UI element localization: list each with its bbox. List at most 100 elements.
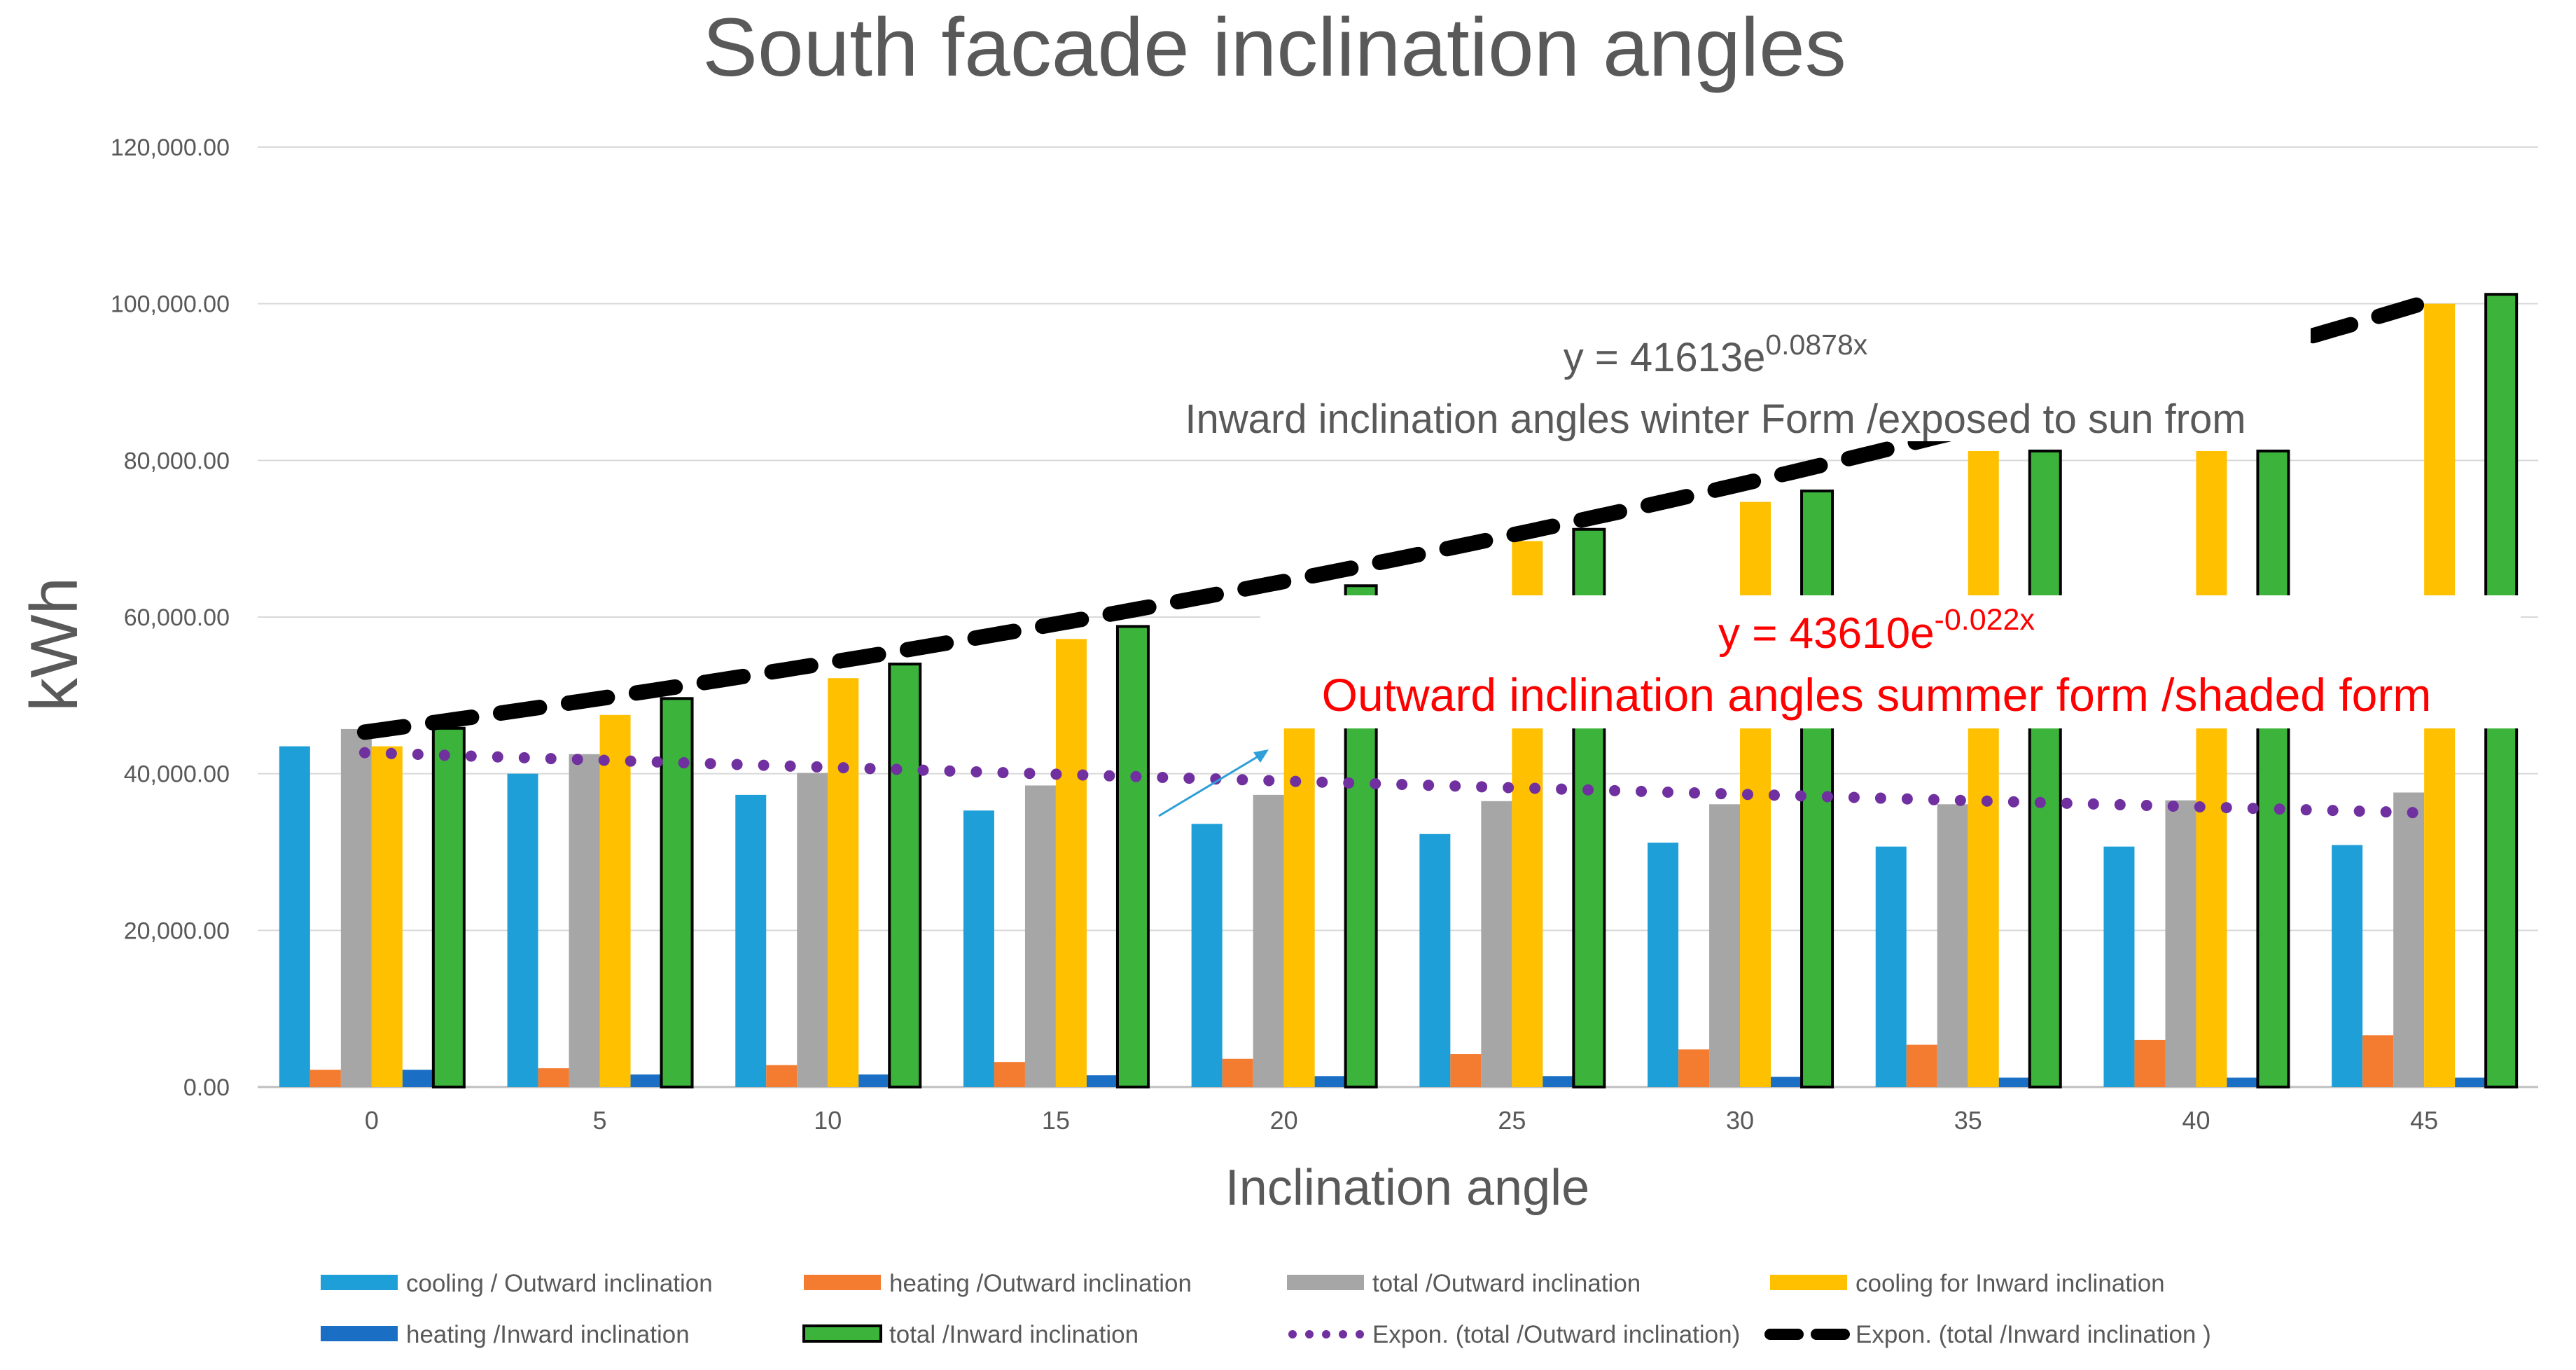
- y-tick-label: 0.00: [183, 1074, 230, 1101]
- annotations-layer: y = 41613e0.0878x Inward inclination angl…: [1120, 319, 2521, 817]
- x-tick-label: 10: [814, 1106, 842, 1135]
- bar: [1024, 785, 1056, 1087]
- bar: [279, 746, 310, 1087]
- bar: [2455, 1077, 2486, 1087]
- bar: [1419, 833, 1451, 1087]
- bar: [2393, 792, 2425, 1087]
- y-tick-label: 80,000.00: [124, 448, 230, 474]
- bar: [599, 714, 631, 1087]
- annotation-background: [1120, 319, 2311, 441]
- annotation-arrowhead: [1253, 749, 1269, 763]
- bar: [1314, 1076, 1346, 1087]
- legend-label: cooling for Inward inclination: [1856, 1270, 2165, 1297]
- bar: [963, 810, 994, 1087]
- legend-swatch: [321, 1326, 398, 1341]
- legend-swatch: [802, 1324, 882, 1343]
- x-tick-label: 25: [1498, 1106, 1526, 1135]
- legend-label: total /Inward inclination: [889, 1321, 1139, 1348]
- bar: [660, 697, 694, 1088]
- bar: [2196, 450, 2227, 1087]
- bar: [2227, 1077, 2258, 1087]
- bar: [371, 746, 403, 1087]
- bar: [2332, 845, 2363, 1087]
- x-tick-label: 30: [1726, 1106, 1754, 1135]
- x-tick-label: 15: [1042, 1106, 1070, 1135]
- bar: [735, 794, 767, 1087]
- inward-equation: y = 41613e0.0878x: [1564, 328, 1868, 380]
- outward-description: Outward inclination angles summer form /…: [1322, 669, 2432, 721]
- legend-label: heating /Inward inclination: [406, 1321, 690, 1348]
- bar: [1086, 1075, 1118, 1087]
- bar: [1222, 1058, 1253, 1087]
- legend: cooling / Outward inclination heating /Ou…: [321, 1270, 2211, 1348]
- bar: [1678, 1049, 1710, 1087]
- bar: [402, 1070, 433, 1087]
- bar: [797, 773, 828, 1087]
- bar: [1800, 489, 1834, 1088]
- bar: [994, 1062, 1025, 1087]
- y-tick-label: 100,000.00: [111, 291, 230, 318]
- legend-swatch: [321, 1275, 398, 1290]
- legend-swatch: [804, 1275, 881, 1290]
- legend-label: Expon. (total /Outward inclination): [1372, 1321, 1740, 1348]
- bar: [309, 1070, 341, 1087]
- x-tick-label: 5: [593, 1106, 607, 1135]
- y-tick-label: 20,000.00: [124, 918, 230, 944]
- x-tick-label: 20: [1270, 1106, 1298, 1135]
- annotation-arrow: [1158, 752, 1265, 817]
- bar: [1191, 824, 1223, 1087]
- y-tick-label: 60,000.00: [124, 604, 230, 631]
- bar: [828, 678, 859, 1087]
- bar: [538, 1068, 569, 1087]
- bar: [1937, 804, 1968, 1087]
- bar: [1055, 639, 1087, 1087]
- bar: [630, 1074, 662, 1087]
- annotation-background: [1260, 595, 2521, 728]
- y-tick-label: 40,000.00: [124, 761, 230, 788]
- bar: [2362, 1035, 2394, 1087]
- bar: [888, 663, 922, 1088]
- bar: [1450, 1054, 1482, 1087]
- bar: [1998, 1077, 2030, 1087]
- bar: [2134, 1039, 2166, 1087]
- bar: [507, 773, 538, 1087]
- bar: [2103, 846, 2135, 1087]
- bar: [2028, 449, 2062, 1088]
- x-tick-label: 40: [2182, 1106, 2210, 1135]
- bar: [569, 754, 600, 1087]
- x-tick-labels: 0 5 10 15 20 25 30 35 40 45: [365, 1106, 2438, 1135]
- bar: [1253, 794, 1284, 1087]
- bars-layer: [279, 293, 2519, 1088]
- legend-label: total /Outward inclination: [1372, 1270, 1641, 1297]
- bar: [431, 726, 466, 1088]
- y-tick-labels: 0.00 20,000.00 40,000.00 60,000.00 80,000.00…: [111, 134, 230, 1101]
- y-axis-label: kWh: [17, 577, 92, 712]
- outward-equation: y = 43610e-0.022x: [1718, 603, 2035, 658]
- bar: [1875, 846, 1907, 1087]
- bar: [1648, 843, 1679, 1087]
- bar: [340, 728, 372, 1087]
- x-tick-label: 45: [2410, 1106, 2438, 1135]
- chart-title: South facade inclination angles: [702, 1, 1846, 94]
- legend-swatch: [1287, 1275, 1364, 1290]
- bar: [1115, 625, 1150, 1088]
- bar: [1481, 801, 1512, 1087]
- x-tick-label: 35: [1954, 1106, 1982, 1135]
- bar: [1771, 1077, 1802, 1087]
- bar: [1709, 804, 1741, 1087]
- bar: [2165, 800, 2196, 1087]
- bar: [766, 1065, 798, 1087]
- bar: [858, 1074, 890, 1087]
- x-axis-label: Inclination angle: [1225, 1160, 1589, 1216]
- bar: [2256, 449, 2290, 1088]
- legend-label: Expon. (total /Inward inclination ): [1856, 1321, 2211, 1348]
- legend-label: heating /Outward inclination: [889, 1270, 1192, 1297]
- bar: [1543, 1076, 1574, 1087]
- legend-label: cooling / Outward inclination: [406, 1270, 713, 1297]
- bar: [1906, 1044, 1937, 1087]
- inward-description: Inward inclination angles winter Form /e…: [1185, 396, 2246, 442]
- y-tick-label: 120,000.00: [111, 134, 230, 161]
- bar: [1968, 450, 1999, 1087]
- trendline-outward: [358, 747, 2423, 819]
